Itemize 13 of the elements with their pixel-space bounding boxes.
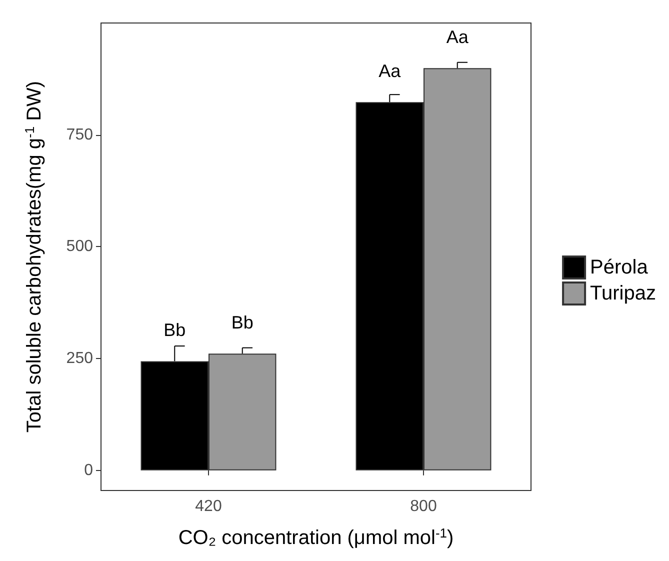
data-label: Aa (378, 61, 402, 82)
legend-label: Pérola (590, 256, 649, 278)
x-tick-label: 800 (410, 498, 437, 515)
y-tick-label: 750 (66, 126, 94, 144)
y-tick-label: 0 (84, 462, 94, 479)
legend-label: Turipaz (590, 282, 656, 304)
data-label: Aa (446, 27, 470, 48)
y-tick-label: 500 (66, 238, 94, 256)
y-axis-title: Total soluble carbohydrates(mg g-1 DW) (22, 80, 46, 433)
data-label: Bb (231, 312, 254, 333)
data-label: Bb (164, 320, 186, 340)
x-tick-label: 420 (195, 498, 222, 515)
y-tick-label: 250 (66, 350, 94, 368)
